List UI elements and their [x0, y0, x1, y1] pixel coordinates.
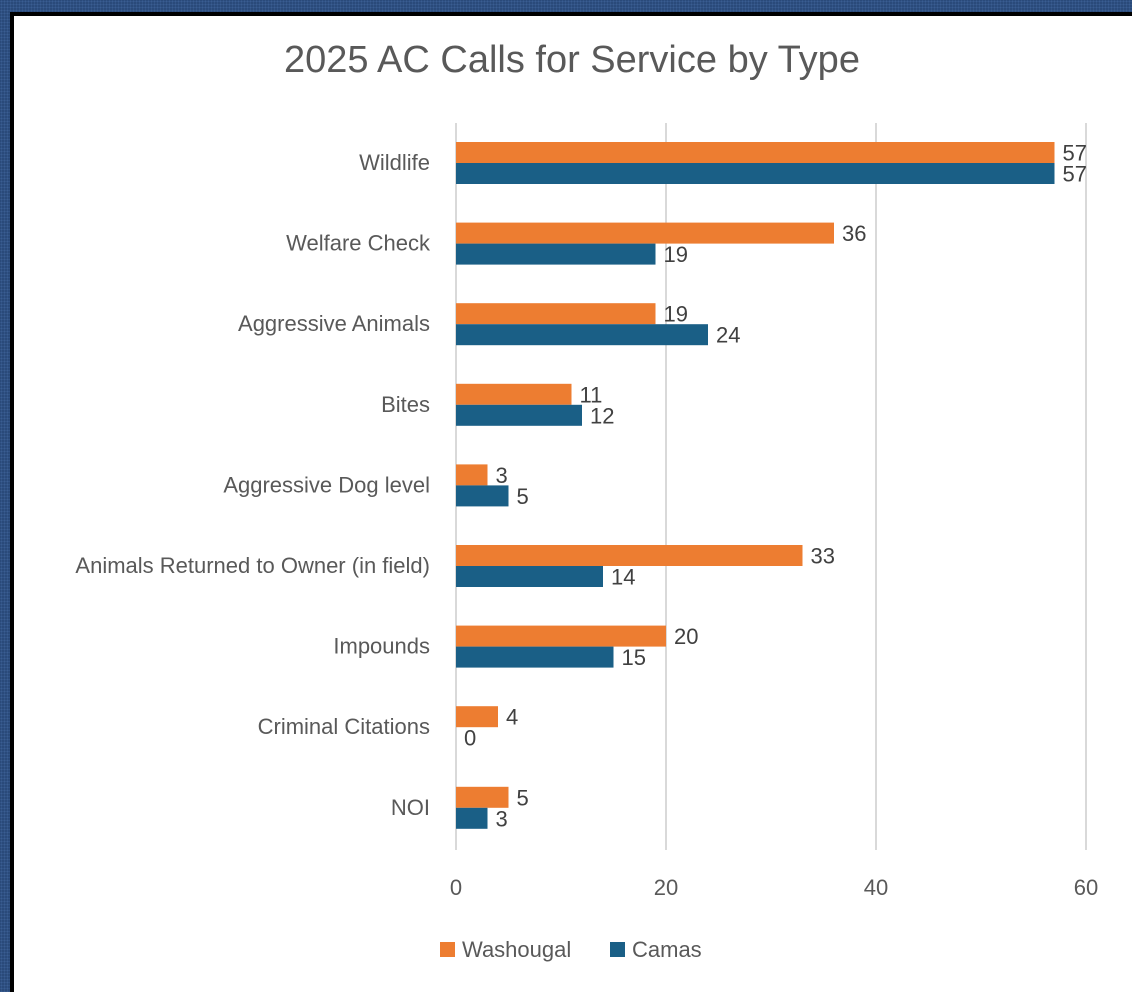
bar-washougal-aggressive-animals: [456, 303, 656, 325]
data-label-washougal-bites: 11: [580, 382, 603, 407]
data-label-camas-impounds: 15: [622, 645, 646, 670]
category-label-impounds: Impounds: [333, 634, 430, 659]
bar-camas-aggressive-animals: [456, 324, 708, 346]
data-label-camas-animals-returned-to-owner-in-field: 14: [611, 565, 635, 590]
category-labels: Wildlife Welfare Check Aggressive Animals B…: [75, 150, 431, 820]
x-tick-label: 60: [1074, 875, 1098, 900]
bar-camas-noi: [456, 807, 488, 829]
bar-washougal-criminal-citations: [456, 706, 498, 728]
category-label-wildlife: Wildlife: [359, 150, 430, 175]
data-label-washougal-welfare-check: 36: [842, 221, 866, 246]
chart-title: 2025 AC Calls for Service by Type: [284, 39, 860, 81]
x-tick-label: 20: [654, 875, 678, 900]
bar-camas-wildlife: [456, 163, 1055, 184]
data-label-camas-noi: 3: [496, 806, 508, 831]
bar-washougal-aggressive-dog-level: [456, 464, 488, 486]
bar-camas-impounds: [456, 646, 614, 668]
data-label-camas-wildlife: 57: [1063, 162, 1087, 187]
x-axis-ticks: 0 20 40 60: [450, 875, 1098, 900]
category-label-criminal-citations: Criminal Citations: [258, 714, 430, 739]
data-label-washougal-noi: 5: [517, 785, 529, 810]
data-label-washougal-criminal-citations: 4: [506, 705, 518, 730]
bar-washougal-welfare-check: [456, 222, 834, 244]
data-label-camas-bites: 12: [590, 403, 614, 428]
bar-washougal-impounds: [456, 625, 666, 647]
data-label-washougal-impounds: 20: [674, 624, 698, 649]
category-label-welfare-check: Welfare Check: [286, 231, 431, 256]
legend-label-washougal: Washougal: [462, 937, 571, 962]
bar-camas-welfare-check: [456, 243, 656, 265]
category-label-aggressive-animals: Aggressive Animals: [238, 311, 430, 336]
legend-swatch-camas: [610, 942, 625, 957]
category-label-noi: NOI: [391, 795, 430, 820]
bar-camas-aggressive-dog-level: [456, 485, 509, 507]
x-tick-label: 0: [450, 875, 462, 900]
bar-washougal-bites: [456, 383, 572, 405]
bars: [456, 142, 1055, 829]
data-label-washougal-aggressive-dog-level: 3: [496, 463, 508, 488]
data-label-camas-criminal-citations: 0: [464, 726, 476, 751]
bar-camas-bites: [456, 404, 582, 426]
data-label-camas-aggressive-animals: 24: [716, 323, 740, 348]
bar-washougal-wildlife: [456, 142, 1055, 163]
legend-label-camas: Camas: [632, 937, 702, 962]
data-label-washougal-animals-returned-to-owner-in-field: 33: [811, 544, 835, 569]
bar-washougal-noi: [456, 786, 509, 808]
data-label-camas-welfare-check: 19: [664, 242, 688, 267]
bar-camas-animals-returned-to-owner-in-field: [456, 566, 603, 587]
data-label-washougal-aggressive-animals: 19: [664, 302, 688, 327]
x-tick-label: 40: [864, 875, 888, 900]
category-label-animals-returned-to-owner-in-field: Animals Returned to Owner (in field): [75, 553, 430, 578]
data-label-camas-aggressive-dog-level: 5: [517, 484, 529, 509]
data-label-washougal-wildlife: 57: [1063, 141, 1087, 166]
legend-swatch-washougal: [440, 942, 455, 957]
category-label-aggressive-dog-level: Aggressive Dog level: [223, 472, 430, 497]
category-label-bites: Bites: [381, 392, 430, 417]
legend: Washougal Camas: [440, 937, 702, 962]
bar-washougal-animals-returned-to-owner-in-field: [456, 545, 803, 566]
